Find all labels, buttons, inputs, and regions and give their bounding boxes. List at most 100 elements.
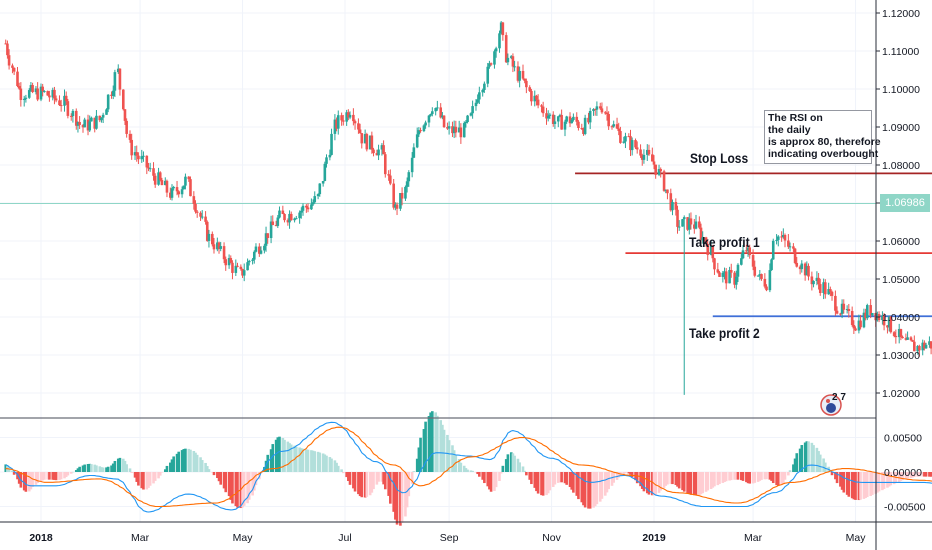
- histogram-bar: [469, 470, 473, 472]
- histogram-bar: [822, 458, 825, 472]
- histogram-bar: [889, 472, 893, 486]
- price-tick-label: 1.05000: [882, 274, 920, 286]
- candle-body: [824, 282, 827, 295]
- date-tick-label: May: [233, 532, 254, 544]
- histogram-bar: [664, 472, 668, 486]
- candle-body: [651, 154, 654, 162]
- candle-body: [147, 167, 150, 169]
- histogram-bar: [681, 472, 684, 491]
- histogram-bar: [624, 472, 627, 474]
- candle-body: [493, 51, 496, 65]
- candle-body: [36, 88, 39, 100]
- histogram-bar: [598, 472, 602, 502]
- histogram-bar: [800, 445, 804, 472]
- candle-body: [486, 66, 490, 84]
- candle-body: [894, 335, 898, 338]
- candle-body: [333, 119, 337, 134]
- histogram-bar: [704, 472, 708, 492]
- candle-body: [135, 152, 139, 156]
- price-tick-label: 1.03000: [882, 350, 920, 362]
- histogram-bar: [657, 472, 661, 493]
- histogram-bar: [741, 472, 745, 481]
- histogram-bar: [59, 472, 63, 480]
- histogram-bar: [840, 472, 844, 490]
- candle-body: [645, 149, 649, 155]
- candle-body: [269, 221, 273, 239]
- histogram-bar: [58, 472, 61, 480]
- histogram-bar: [81, 465, 85, 472]
- candle-body: [400, 192, 404, 199]
- candle-body: [454, 126, 458, 133]
- candle-body: [921, 342, 925, 351]
- histogram-bar: [427, 416, 431, 472]
- candle-body: [88, 121, 92, 131]
- candle-body: [745, 250, 748, 252]
- candle-body: [603, 112, 607, 114]
- histogram-bar: [34, 472, 38, 485]
- candle-body: [4, 43, 8, 45]
- macd-histogram: [4, 411, 932, 526]
- candle-body: [600, 108, 604, 113]
- histogram-bar: [530, 472, 533, 485]
- histogram-bar: [246, 472, 249, 504]
- candle-body: [770, 259, 773, 271]
- candle-body: [224, 259, 228, 266]
- histogram-bar: [924, 472, 928, 477]
- histogram-bar: [756, 472, 760, 482]
- candle-body: [666, 189, 669, 194]
- candle-body: [740, 258, 743, 265]
- candle-body: [886, 325, 889, 328]
- candle-body: [466, 115, 469, 122]
- candle-body: [205, 221, 209, 241]
- histogram-bar: [113, 460, 117, 472]
- histogram-bar: [380, 472, 384, 482]
- candle-body: [756, 275, 760, 277]
- histogram-bar: [899, 472, 903, 482]
- histogram-bar: [348, 472, 352, 485]
- histogram-bar: [911, 472, 914, 478]
- histogram-bar: [271, 444, 275, 472]
- candle-body: [263, 245, 266, 251]
- candle-body: [654, 164, 657, 175]
- candle-body: [494, 48, 498, 52]
- candle-body: [669, 193, 673, 211]
- histogram-bar: [247, 472, 251, 500]
- take-profit-1-label: Take profit 1: [689, 234, 760, 250]
- candle-body: [163, 180, 167, 186]
- candle-body: [266, 233, 270, 239]
- histogram-bar: [783, 472, 787, 480]
- histogram-bar: [864, 472, 867, 499]
- candle-body: [909, 337, 913, 341]
- candle-body: [66, 101, 70, 116]
- histogram-bar: [194, 452, 197, 472]
- candle-body: [706, 243, 710, 255]
- candle-body: [546, 115, 550, 119]
- candle-body: [90, 117, 93, 122]
- candle-body: [286, 220, 290, 223]
- logo-icon[interactable]: 2 7: [820, 389, 850, 417]
- date-tick-label: 2019: [642, 532, 666, 544]
- histogram-bar: [733, 472, 736, 480]
- histogram-bar: [436, 415, 439, 472]
- candle-body: [760, 274, 763, 279]
- candle-body: [575, 116, 579, 122]
- histogram-bar: [830, 472, 834, 476]
- histogram-bar: [321, 453, 325, 472]
- histogram-bar: [474, 472, 478, 473]
- candle-body: [236, 265, 239, 267]
- candle-body: [212, 244, 216, 250]
- candle-body: [598, 106, 602, 109]
- candle-body: [152, 168, 155, 176]
- candle-body: [815, 277, 819, 281]
- candle-body: [805, 265, 809, 276]
- candle-body: [845, 308, 849, 310]
- candle-body: [612, 124, 615, 127]
- histogram-bar: [588, 472, 592, 509]
- candle-body: [76, 122, 80, 126]
- candle-body: [412, 147, 416, 158]
- candle-body: [716, 269, 720, 273]
- candle-body: [199, 212, 202, 217]
- candle-body: [518, 70, 521, 81]
- candle-body: [693, 224, 696, 229]
- candle-body: [563, 121, 567, 130]
